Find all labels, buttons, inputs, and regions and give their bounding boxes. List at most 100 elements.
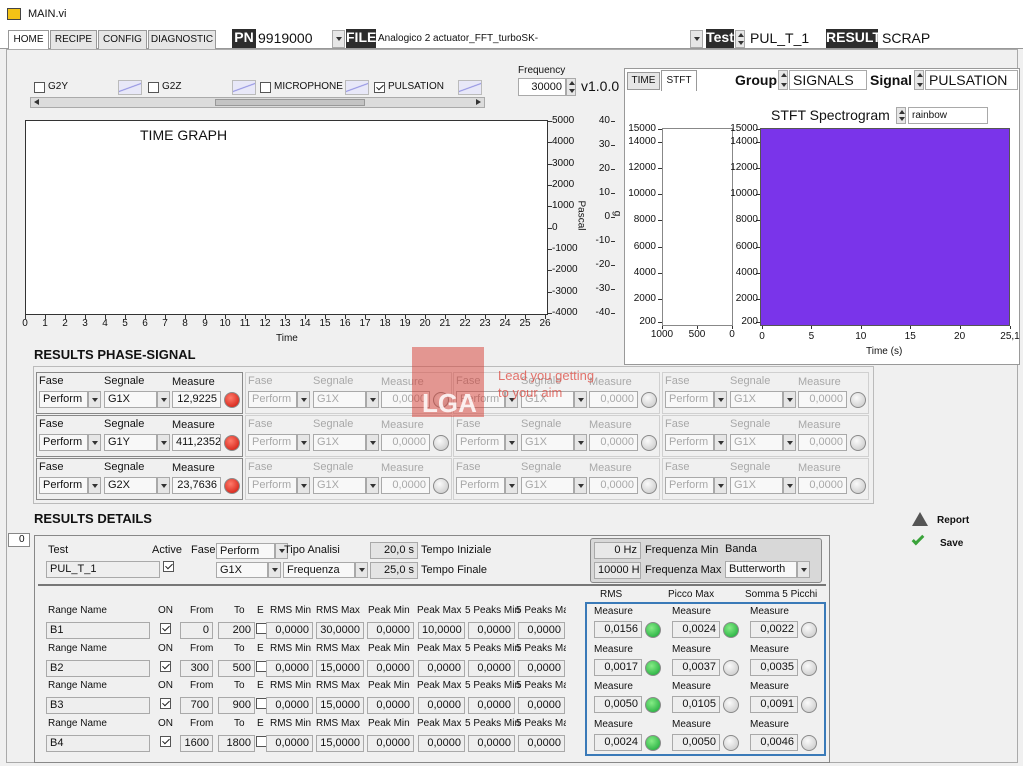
fase-select[interactable]: Perform [39,391,88,408]
dropdown-arrow[interactable] [505,477,518,494]
range-limit[interactable]: 0,0000 [367,697,414,714]
range-from[interactable]: 1600 [180,734,213,752]
range-limit[interactable]: 0,0000 [367,622,414,639]
colormap-input[interactable]: rainbow [908,107,988,124]
dropdown-arrow[interactable] [714,391,727,408]
range-to[interactable]: 200 [218,622,255,639]
fase-select[interactable]: Perform [39,434,88,451]
plot-style-icon[interactable] [458,80,482,95]
dropdown-arrow[interactable] [157,434,170,451]
dropdown-arrow[interactable] [332,30,345,48]
dropdown-arrow[interactable] [574,434,587,451]
checkbox[interactable] [163,561,174,572]
spinner[interactable] [778,70,788,90]
dropdown-arrow[interactable] [505,391,518,408]
dropdown-arrow[interactable] [366,477,379,494]
dropdown-arrow[interactable] [297,391,310,408]
range-limit[interactable]: 15,0000 [316,659,364,677]
dropdown-arrow[interactable] [783,391,796,408]
dropdown-arrow[interactable] [574,477,587,494]
save-button[interactable]: Save [940,538,964,549]
range-name[interactable]: B1 [46,622,150,639]
range-limit[interactable]: 0,0000 [266,659,313,677]
range-limit[interactable]: 15,0000 [316,697,364,714]
range-to[interactable]: 500 [218,659,255,677]
range-limit[interactable]: 0,0000 [266,697,313,714]
index-control[interactable]: 0 [8,533,30,547]
dropdown-arrow[interactable] [88,434,101,451]
dropdown-arrow[interactable] [783,477,796,494]
checkbox[interactable] [260,82,271,93]
dropdown-arrow[interactable] [157,477,170,494]
range-limit[interactable]: 0,0000 [518,659,565,677]
range-name[interactable]: B3 [46,697,150,714]
spinner[interactable] [735,30,745,48]
frequency-input[interactable]: 30000 [518,78,566,96]
range-limit[interactable]: 0,0000 [468,697,515,714]
tab[interactable]: CONFIG [98,30,147,49]
dropdown-arrow[interactable] [297,477,310,494]
range-limit[interactable]: 10,0000 [418,622,465,639]
range-limit[interactable]: 0,0000 [266,622,313,639]
tab[interactable]: RECIPE [50,30,97,49]
range-limit[interactable]: 0,0000 [418,659,465,677]
segnale-select[interactable]: G2X [104,477,157,494]
tab[interactable]: HOME [8,30,49,49]
range-from[interactable]: 700 [180,697,213,714]
range-limit[interactable]: 0,0000 [468,659,515,677]
checkbox[interactable] [160,698,171,709]
segnale-select[interactable]: G1Y [104,434,157,451]
dropdown-arrow[interactable] [275,543,288,559]
checkbox[interactable] [160,660,171,672]
range-limit[interactable]: 0,0000 [266,734,313,752]
segnale-select[interactable]: G1X [104,391,157,408]
dropdown-arrow[interactable] [355,562,368,578]
range-limit[interactable]: 0,0000 [518,734,565,752]
range-limit[interactable]: 0,0000 [518,697,565,714]
test-input[interactable]: PUL_T_1 [46,561,160,578]
range-to[interactable]: 900 [218,697,255,714]
spinner[interactable] [914,70,924,90]
view-tab[interactable]: TIME [627,72,660,90]
tab[interactable]: DIAGNOSTIC [148,30,216,49]
plot-style-icon[interactable] [118,80,142,95]
fase-select[interactable]: Perform [216,543,275,559]
view-tab[interactable]: STFT [661,70,697,91]
checkbox[interactable] [148,82,159,93]
range-limit[interactable]: 15,0000 [316,734,364,752]
dropdown-arrow[interactable] [297,434,310,451]
range-limit[interactable]: 0,0000 [418,734,465,752]
dropdown-arrow[interactable] [366,391,379,408]
range-limit[interactable]: 0,0000 [468,734,515,752]
report-button[interactable]: Report [937,515,970,526]
range-limit[interactable]: 0,0000 [367,659,414,677]
plot-style-icon[interactable] [345,80,369,95]
dropdown-arrow[interactable] [574,391,587,408]
range-limit[interactable]: 0,0000 [418,697,465,714]
signal-select[interactable]: PULSATION [925,70,1018,90]
dropdown-arrow[interactable] [88,391,101,408]
dropdown-arrow[interactable] [366,434,379,451]
checkbox[interactable] [160,735,171,747]
range-limit[interactable]: 0,0000 [518,622,565,639]
dropdown-arrow[interactable] [783,434,796,451]
segnale-select[interactable]: G1X [216,562,268,578]
band-select[interactable]: Butterworth [725,561,797,578]
checkbox[interactable] [374,82,385,93]
range-from[interactable]: 300 [180,659,213,677]
range-to[interactable]: 1800 [218,734,255,752]
group-select[interactable]: SIGNALS [789,70,867,90]
checkbox[interactable] [34,82,45,93]
fase-select[interactable]: Perform [39,477,88,494]
range-name[interactable]: B2 [46,659,150,677]
range-limit[interactable]: 0,0000 [468,622,515,639]
checkbox[interactable] [160,623,171,634]
spinner[interactable] [566,78,576,96]
range-limit[interactable]: 30,0000 [316,622,364,639]
dropdown-arrow[interactable] [157,391,170,408]
dropdown-arrow[interactable] [88,477,101,494]
range-from[interactable]: 0 [180,622,213,639]
analysis-select[interactable]: Frequenza [283,562,355,578]
dropdown-arrow[interactable] [714,434,727,451]
dropdown-arrow[interactable] [505,434,518,451]
